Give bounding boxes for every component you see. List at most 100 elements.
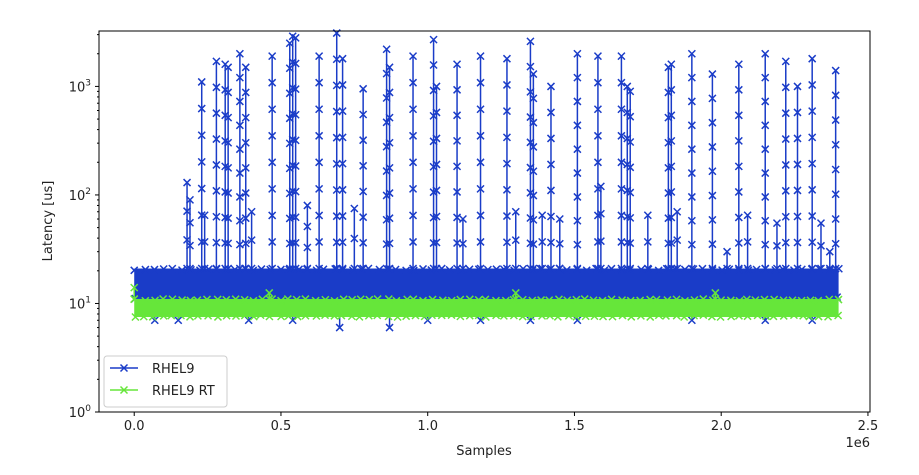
spike-marker xyxy=(643,264,652,273)
data-point-marker xyxy=(607,295,616,304)
spike-marker xyxy=(429,60,438,70)
spike-marker xyxy=(596,237,605,246)
spike-marker xyxy=(432,108,441,117)
data-point-marker xyxy=(563,296,572,305)
data-point-marker xyxy=(672,311,681,320)
spike-marker xyxy=(268,105,277,114)
data-point-marker xyxy=(186,296,195,305)
data-point-marker xyxy=(240,311,249,320)
spike-marker xyxy=(338,54,347,63)
data-point-marker xyxy=(654,311,663,320)
spike-marker xyxy=(711,294,720,304)
spike-marker xyxy=(241,88,250,97)
data-point-marker xyxy=(598,296,607,305)
spike-marker xyxy=(825,247,834,256)
data-point-marker xyxy=(762,312,771,321)
spike-marker xyxy=(546,134,556,143)
data-point-marker xyxy=(690,295,699,305)
x-axis: 0.0 0.5 1.0 1.5 2.0 2.5 xyxy=(124,412,878,434)
spike-marker xyxy=(224,214,233,223)
spike-marker xyxy=(453,213,462,222)
spike-marker xyxy=(781,160,790,169)
spike-marker xyxy=(793,212,802,221)
spike-marker xyxy=(350,204,359,213)
spike-marker xyxy=(593,105,602,114)
spike-marker xyxy=(555,214,564,224)
spike-marker xyxy=(617,158,626,167)
data-point-marker xyxy=(716,312,725,322)
spike-marker xyxy=(593,78,602,87)
spike-marker xyxy=(708,142,717,151)
spike-marker xyxy=(673,236,682,245)
data-point-marker xyxy=(814,296,823,305)
spike-marker xyxy=(200,211,209,220)
spike-marker xyxy=(315,264,324,273)
spike-marker xyxy=(291,161,300,171)
data-point-marker xyxy=(589,296,598,305)
data-point-marker xyxy=(698,264,707,273)
spike-marker xyxy=(502,133,511,142)
spike-marker xyxy=(212,160,221,169)
spike-marker xyxy=(197,104,206,113)
data-point-marker xyxy=(661,311,670,320)
spike-marker xyxy=(476,237,485,246)
spike-marker xyxy=(458,239,467,248)
spike-marker xyxy=(617,264,626,273)
spike-marker xyxy=(626,137,635,147)
spike-marker xyxy=(781,264,790,273)
data-point-marker xyxy=(202,295,212,304)
spike-marker xyxy=(816,219,826,228)
data-point-marker xyxy=(499,311,508,320)
series-rhel9 xyxy=(130,29,843,332)
spike-marker xyxy=(359,136,368,145)
spike-marker xyxy=(291,85,300,94)
data-point-marker xyxy=(834,295,843,304)
data-point-marker xyxy=(680,312,689,322)
spike-marker xyxy=(224,63,233,72)
spike-marker xyxy=(183,178,192,187)
spike-marker xyxy=(268,211,277,220)
spike-marker xyxy=(761,121,770,130)
y-tick-label: 102 xyxy=(69,187,91,204)
spike-marker xyxy=(816,264,826,273)
data-point-marker xyxy=(276,265,285,274)
spike-marker xyxy=(315,131,324,140)
spike-marker xyxy=(687,49,696,58)
data-point-marker xyxy=(545,311,554,320)
data-point-marker xyxy=(193,296,202,305)
data-point-marker xyxy=(447,296,456,305)
data-point-marker xyxy=(185,312,195,321)
data-point-marker xyxy=(392,296,401,305)
data-point-marker xyxy=(330,296,339,305)
spike-marker xyxy=(359,238,368,247)
data-point-marker xyxy=(159,311,168,320)
data-point-marker xyxy=(311,296,320,305)
data-point-marker xyxy=(805,312,814,321)
data-point-marker xyxy=(131,312,140,322)
spike-marker xyxy=(511,288,520,297)
spike-marker xyxy=(476,158,485,167)
spike-marker xyxy=(546,238,556,247)
spike-marker xyxy=(268,78,277,87)
spike-marker xyxy=(453,85,462,94)
data-point-marker xyxy=(483,265,492,274)
spike-marker xyxy=(265,288,274,297)
spike-marker xyxy=(224,163,233,172)
data-point-marker xyxy=(779,296,788,305)
spike-marker xyxy=(781,109,790,118)
spike-marker xyxy=(268,131,277,140)
spike-marker xyxy=(291,213,300,222)
spike-marker xyxy=(708,191,717,200)
data-point-marker xyxy=(718,266,727,275)
spike-marker xyxy=(808,159,817,168)
spike-marker xyxy=(667,85,676,94)
spike-marker xyxy=(338,238,347,247)
legend: RHEL9 RHEL9 RT xyxy=(103,355,228,408)
spike-marker xyxy=(831,66,840,75)
spike-marker xyxy=(235,240,244,249)
spike-marker xyxy=(617,52,626,61)
data-point-marker xyxy=(427,311,437,320)
data-point-marker xyxy=(265,312,274,321)
spike-marker xyxy=(130,294,139,304)
x-axis-label: Samples xyxy=(456,444,512,459)
